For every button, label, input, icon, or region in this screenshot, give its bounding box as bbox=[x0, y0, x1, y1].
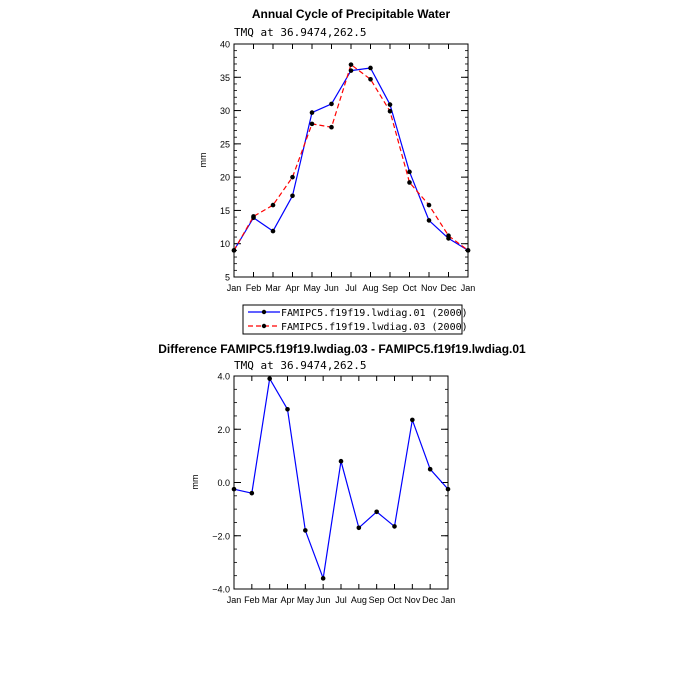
chart1-title: Annual Cycle of Precipitable Water bbox=[252, 7, 451, 21]
c1-series-1-point bbox=[309, 121, 315, 127]
c2-series-0-point bbox=[267, 376, 272, 381]
c1-x-tick-label: Jul bbox=[345, 283, 357, 293]
c2-x-tick-label: Mar bbox=[262, 595, 278, 605]
c1-y-tick-label: 35 bbox=[220, 73, 230, 83]
c1-x-tick-label: May bbox=[303, 283, 321, 293]
c1-y-tick-label: 30 bbox=[220, 106, 230, 116]
c2-series-0-point bbox=[356, 525, 362, 531]
c1-x-tick-label: Jun bbox=[324, 283, 339, 293]
c2-x-tick-label: Jun bbox=[316, 595, 331, 605]
c2-x-tick-label: May bbox=[297, 595, 315, 605]
chart2-series bbox=[231, 376, 451, 581]
legend-label-series-01: FAMIPC5.f19f19.lwdiag.01 (2000) bbox=[281, 308, 468, 319]
c2-x-tick-label: Oct bbox=[387, 595, 402, 605]
c1-x-tick-label: Mar bbox=[265, 283, 281, 293]
c1-x-tick-label: Feb bbox=[246, 283, 262, 293]
c2-series-0-point bbox=[285, 406, 290, 412]
c2-y-tick-label: 4.0 bbox=[217, 372, 230, 382]
c2-series-0-point bbox=[427, 466, 433, 472]
c1-series-1-point bbox=[348, 62, 354, 67]
c1-y-tick-label: 10 bbox=[220, 239, 230, 249]
c1-series-0-point bbox=[387, 102, 393, 107]
c2-series-0-point bbox=[374, 509, 379, 515]
c1-series-1-point bbox=[368, 76, 373, 82]
c1-series-1-point bbox=[426, 202, 432, 208]
c2-x-tick-label: Apr bbox=[280, 595, 294, 605]
chart2-title: Difference FAMIPC5.f19f19.lwdiag.03 - FA… bbox=[158, 342, 526, 356]
c1-series-0-point bbox=[290, 193, 295, 199]
chart2-y-axis-label: mm bbox=[190, 475, 200, 490]
c2-x-tick-label: Nov bbox=[404, 595, 421, 605]
c1-series-0-point bbox=[407, 169, 412, 175]
c2-x-tick-label: Jul bbox=[335, 595, 347, 605]
c1-x-tick-label: Apr bbox=[285, 283, 299, 293]
c1-series-1-point bbox=[251, 214, 256, 219]
chart1-y-axis-label: mm bbox=[198, 153, 208, 168]
c1-series-0-point bbox=[309, 110, 315, 115]
chart1-subtitle: TMQ at 36.9474,262.5 bbox=[234, 26, 366, 39]
c2-series-0-point bbox=[392, 524, 397, 529]
c1-series-0-point bbox=[348, 68, 354, 73]
chart2-y-tick-labels: −4.0 −2.0 0.0 2.0 4.0 bbox=[212, 372, 230, 595]
c1-series-0-point bbox=[368, 65, 373, 71]
chart2-x-tick-labels: Jan Feb Mar Apr May Jun Jul Aug Sep Oct Nov Dec Jan bbox=[227, 595, 456, 605]
c1-x-tick-label: Nov bbox=[421, 283, 438, 293]
annual-cycle-chart: Annual Cycle of Precipitable Water TMQ a… bbox=[198, 7, 476, 335]
difference-chart: Difference FAMIPC5.f19f19.lwdiag.03 - FA… bbox=[158, 342, 526, 605]
c2-series-0-point bbox=[320, 576, 326, 581]
c2-x-tick-label: Aug bbox=[351, 595, 367, 605]
c2-y-tick-label: −2.0 bbox=[212, 531, 230, 541]
c1-series-1-point bbox=[270, 202, 276, 208]
c2-x-tick-label: Jan bbox=[227, 595, 242, 605]
c1-y-tick-label: 5 bbox=[225, 273, 230, 283]
c1-x-tick-label: Jan bbox=[461, 283, 476, 293]
c1-series-1-point bbox=[290, 174, 295, 180]
c2-series-0-point bbox=[338, 458, 344, 464]
c2-x-tick-label: Sep bbox=[369, 595, 385, 605]
c1-x-tick-label: Sep bbox=[382, 283, 398, 293]
c2-series-0-point bbox=[303, 528, 308, 533]
c2-y-tick-label: 2.0 bbox=[217, 425, 230, 435]
c2-series-0-point bbox=[410, 417, 415, 423]
legend-box bbox=[242, 304, 463, 335]
legend-label-series-03: FAMIPC5.f19f19.lwdiag.03 (2000) bbox=[281, 322, 468, 333]
c1-y-tick-label: 15 bbox=[220, 206, 230, 216]
c2-x-tick-label: Dec bbox=[422, 595, 439, 605]
c2-y-tick-label: 0.0 bbox=[217, 478, 230, 488]
c1-y-tick-label: 25 bbox=[220, 139, 230, 149]
legend-marker-series-03 bbox=[261, 323, 267, 329]
c2-x-tick-label: Jan bbox=[441, 595, 456, 605]
c1-series-0-point bbox=[270, 228, 276, 234]
c1-series-0-point bbox=[329, 101, 334, 107]
c1-series-1-point bbox=[446, 233, 451, 239]
chart2-subtitle: TMQ at 36.9474,262.5 bbox=[234, 359, 366, 372]
legend-marker-series-01 bbox=[261, 309, 267, 315]
c1-x-tick-label: Dec bbox=[440, 283, 457, 293]
c1-y-tick-label: 40 bbox=[220, 40, 230, 50]
c1-series-1-point bbox=[329, 124, 334, 130]
c1-series-0-point bbox=[426, 218, 432, 223]
chart1-x-tick-labels: Jan Feb Mar Apr May Jun Jul Aug Sep Oct Nov Dec Jan bbox=[227, 283, 476, 293]
c1-x-tick-label: Oct bbox=[402, 283, 417, 293]
c2-x-tick-label: Feb bbox=[244, 595, 260, 605]
c1-series-1-point bbox=[387, 108, 393, 114]
c1-x-tick-label: Jan bbox=[227, 283, 242, 293]
chart1-plot-frame bbox=[233, 43, 469, 278]
c1-series-1-point bbox=[407, 180, 412, 185]
chart2-plot-frame bbox=[233, 375, 449, 590]
c2-y-tick-label: −4.0 bbox=[212, 585, 230, 595]
c2-series-0-point bbox=[249, 490, 255, 496]
c1-x-tick-label: Aug bbox=[362, 283, 378, 293]
chart1-y-tick-labels: 5 10 15 20 25 30 35 40 bbox=[220, 40, 230, 283]
chart1-legend: FAMIPC5.f19f19.lwdiag.01 (2000) FAMIPC5.… bbox=[242, 304, 468, 335]
c1-y-tick-label: 20 bbox=[220, 173, 230, 183]
